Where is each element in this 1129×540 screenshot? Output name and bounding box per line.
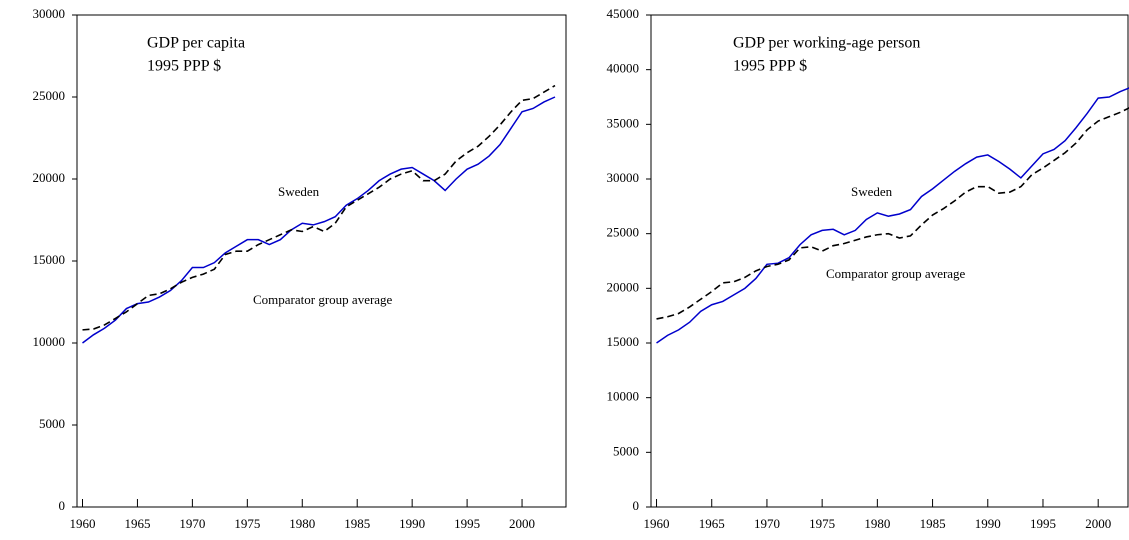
y-tick-label: 30000 [33, 6, 66, 21]
x-tick-label: 2000 [509, 516, 535, 531]
x-tick-label: 1970 [754, 516, 780, 531]
y-tick-label: 0 [633, 498, 640, 513]
x-tick-label: 2000 [1085, 516, 1111, 531]
y-tick-label: 10000 [33, 334, 66, 349]
y-tick-label: 35000 [607, 115, 640, 130]
x-tick-label: 1975 [234, 516, 260, 531]
series-label: Sweden [851, 184, 893, 199]
chart-title: GDP per working-age person [733, 35, 920, 52]
x-tick-label: 1965 [124, 516, 150, 531]
chart-subtitle: 1995 PPP $ [733, 58, 807, 75]
y-tick-label: 30000 [607, 170, 640, 185]
series-line [82, 96, 556, 344]
series-line [82, 84, 556, 331]
x-tick-label: 1990 [399, 516, 425, 531]
plot-frame [76, 14, 567, 508]
y-tick-label: 15000 [607, 334, 640, 349]
y-tick-label: 20000 [607, 279, 640, 294]
y-tick-label: 5000 [613, 443, 639, 458]
y-tick-label: 25000 [607, 225, 640, 240]
series-line [656, 87, 1129, 344]
y-tick-label: 5000 [39, 416, 65, 431]
x-tick-label: 1970 [179, 516, 205, 531]
y-tick-label: 20000 [33, 170, 66, 185]
x-tick-label: 1975 [809, 516, 835, 531]
series-label: Comparator group average [253, 292, 393, 307]
x-tick-label: 1965 [699, 516, 725, 531]
x-tick-label: 1985 [344, 516, 370, 531]
chart-subtitle: 1995 PPP $ [147, 58, 221, 75]
x-tick-label: 1990 [975, 516, 1001, 531]
y-tick-label: 10000 [607, 389, 640, 404]
x-tick-label: 1995 [1030, 516, 1056, 531]
x-tick-label: 1980 [864, 516, 890, 531]
x-tick-label: 1980 [289, 516, 315, 531]
x-tick-label: 1960 [644, 516, 670, 531]
series-line [656, 107, 1129, 320]
x-tick-label: 1995 [454, 516, 480, 531]
y-tick-label: 40000 [607, 61, 640, 76]
series-label: Comparator group average [826, 266, 966, 281]
series-label: Sweden [278, 184, 320, 199]
plot-frame [650, 14, 1129, 508]
chart-title: GDP per capita [147, 35, 245, 52]
x-tick-label: 1960 [69, 516, 95, 531]
y-tick-label: 0 [59, 498, 66, 513]
y-tick-label: 15000 [33, 252, 66, 267]
x-tick-label: 1985 [920, 516, 946, 531]
y-tick-label: 45000 [607, 6, 640, 21]
y-tick-label: 25000 [33, 88, 66, 103]
